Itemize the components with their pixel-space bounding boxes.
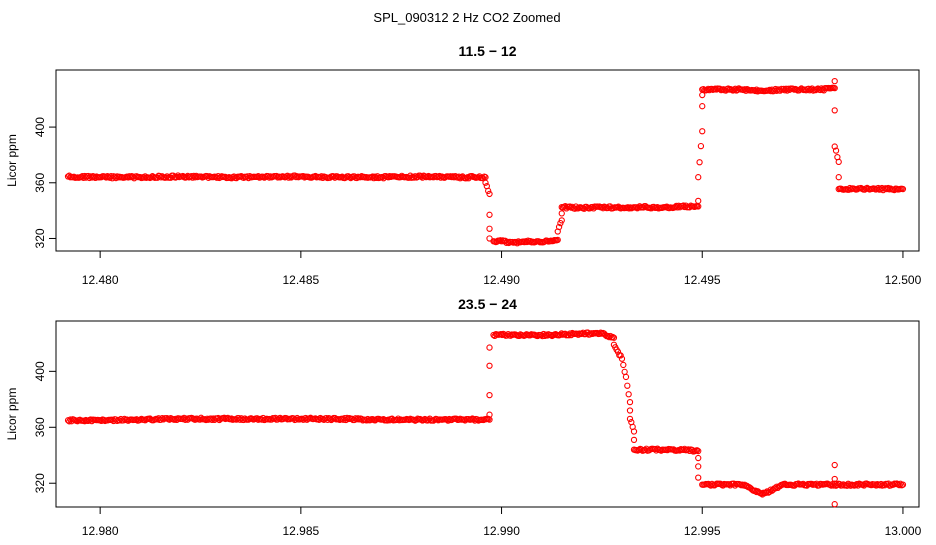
data-point [831,475,838,483]
series-segment [695,454,702,481]
data-point [695,474,702,481]
data-point [831,107,838,114]
data-point [626,407,634,414]
data-point [486,391,493,399]
data-points [64,77,907,247]
data-point [486,211,493,218]
y-tick-label: 360 [33,172,47,192]
data-point [482,179,489,186]
figure-title: SPL_090312 2 Hz CO2 Zoomed [373,10,560,25]
y-axis-label: Licor ppm [5,388,19,441]
data-point [625,391,632,398]
data-point [896,481,903,489]
data-point [620,361,627,369]
plot-frame [55,69,920,252]
data-point [696,159,703,166]
y-tick-label: 400 [33,361,47,381]
data-points [64,329,907,508]
data-point [558,210,565,217]
series-segment [64,414,493,425]
y-tick-label: 360 [33,417,47,437]
series-segment [490,236,561,247]
x-tick-label: 12.990 [483,524,520,538]
series-segment [699,480,907,498]
data-point [831,461,838,469]
x-tick-label: 12.495 [684,273,721,287]
data-point [695,197,702,205]
data-point [622,373,630,381]
data-point [695,463,702,470]
y-tick-label: 320 [33,473,47,493]
data-point [832,147,840,154]
series-segment [558,202,702,212]
series-segment [831,461,838,508]
data-point [762,489,770,496]
data-point [486,225,493,232]
data-point [610,334,618,341]
data-point [695,454,702,462]
data-point [831,77,838,85]
series-segment [699,84,838,95]
data-point [835,174,842,181]
series-segment [554,210,565,235]
panel-title: 23.5 − 24 [458,296,517,312]
data-point [555,223,563,231]
y-tick-label: 400 [33,117,47,137]
data-point [899,481,907,488]
x-tick-label: 12.490 [483,273,520,287]
data-point [831,501,838,508]
data-point [831,143,838,150]
data-point [695,174,702,181]
data-point [486,344,493,351]
data-point [558,217,565,224]
x-tick-label: 13.000 [885,524,922,538]
x-tick-label: 12.485 [282,273,319,287]
data-point [630,428,638,435]
x-tick-label: 12.500 [885,273,922,287]
series-segment [482,179,493,242]
panel-bottom: 23.5 − 24 12.980 12.985 12.990 12.995 13.000 3… [5,296,922,538]
data-point [597,329,604,336]
data-point [695,447,702,455]
panel-top: 11.5 − 12 12.480 12.485 12.490 12.495 12.500 3… [5,43,922,287]
y-axis-label: Licor ppm [5,134,19,187]
series-segment [486,344,493,418]
series-segment [695,91,706,205]
series-segment [490,329,618,341]
y-tick-label: 320 [33,228,47,248]
series-segment [610,341,638,444]
data-point [554,236,561,244]
data-point [899,185,907,193]
data-point [617,352,624,359]
panel-title: 11.5 − 12 [458,43,516,59]
data-point [835,158,842,166]
data-point [624,382,631,389]
series-segment [835,184,907,194]
x-tick-label: 12.480 [82,273,119,287]
data-point [486,362,493,369]
data-point [630,436,638,444]
data-point [831,84,838,92]
data-point [486,190,493,198]
series-segment [630,445,702,455]
data-point [697,142,705,150]
data-point [485,187,492,194]
series-segment [64,172,489,182]
data-point [618,355,626,362]
x-tick-label: 12.985 [282,524,319,538]
data-point [699,103,706,110]
data-point [626,398,634,406]
data-point [621,368,628,375]
data-point [699,128,706,135]
x-tick-label: 12.980 [82,524,119,538]
data-point [486,411,493,418]
data-point [626,415,634,423]
series-segment [831,77,842,181]
plot-frame [55,320,920,508]
x-tick-label: 12.995 [684,524,721,538]
